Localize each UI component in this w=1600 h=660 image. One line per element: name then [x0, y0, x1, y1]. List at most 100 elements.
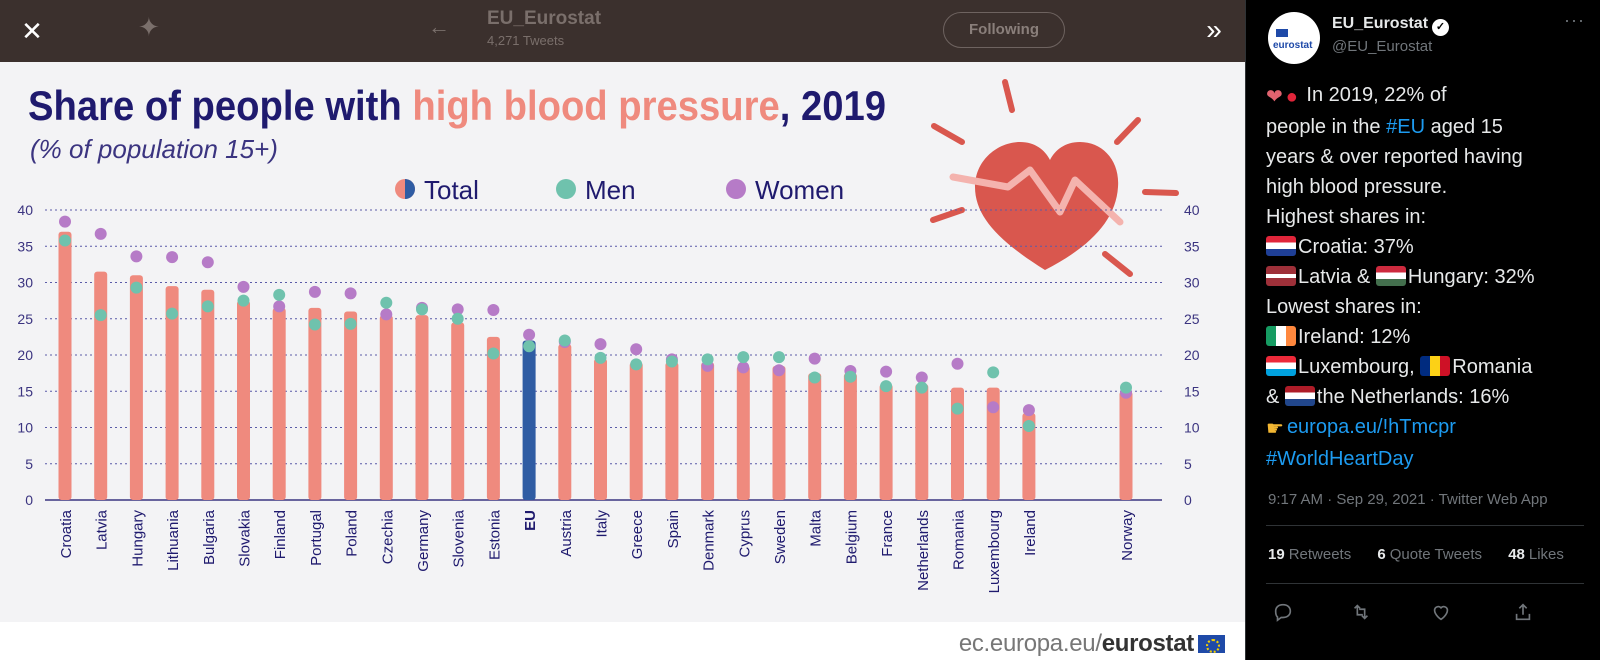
- eu-flag-icon: [1276, 29, 1288, 37]
- x-tick-label-norway: Norway: [1119, 510, 1136, 561]
- following-button[interactable]: Following: [943, 12, 1065, 48]
- chart-axes: 0 0 5 5 10 10 15 15 20 20 25 25 30 30 35 35 40 40: [17, 202, 1199, 508]
- author-name-text: EU_Eurostat: [1332, 15, 1429, 32]
- bar-total-lithuania: [165, 286, 179, 500]
- legend-men-marker: [556, 179, 576, 199]
- dot-women-latvia: [94, 227, 107, 240]
- dot-men-latvia: [94, 309, 107, 322]
- y-tick-label-right: 30: [1184, 275, 1200, 291]
- tweet-line-13: #WorldHeartDay: [1266, 444, 1596, 474]
- chart-legend: Total Men Women: [395, 175, 844, 205]
- quote-tweets-label: Quote Tweets: [1389, 546, 1483, 563]
- tweet-line-1: ❤ ● In 2019, 22% of: [1266, 80, 1596, 112]
- author-handle[interactable]: @EU_Eurostat: [1332, 38, 1433, 55]
- bar-total-luxembourg: [986, 387, 1000, 500]
- dot-men-luxembourg: [987, 366, 1000, 379]
- europa-link[interactable]: europa.eu/!hTmcpr: [1286, 416, 1456, 438]
- bar-total-cyprus: [736, 365, 750, 500]
- tweet-line-10: Luxembourg, Romania: [1266, 352, 1596, 382]
- bar-total-france: [879, 384, 893, 500]
- dot-men-norway: [1120, 381, 1132, 394]
- chart-title-part3: , 2019: [780, 82, 886, 129]
- share-icon[interactable]: [1508, 596, 1538, 626]
- bar-total-spain: [665, 362, 679, 500]
- dot-men-slovenia: [451, 312, 464, 325]
- tweet-timestamp[interactable]: 9:17 AM · Sep 29, 2021 · Twitter Web App: [1268, 491, 1548, 508]
- tweet-actions: [1268, 596, 1578, 626]
- legend-women-marker: [726, 179, 746, 199]
- bar-total-romania: [951, 387, 964, 500]
- eu-flag-icon: [1198, 635, 1225, 653]
- chevron-double-right-icon[interactable]: »: [1206, 14, 1222, 45]
- bar-total-norway: [1119, 391, 1133, 500]
- dot-men-portugal: [308, 318, 321, 331]
- bar-total-estonia: [486, 336, 500, 500]
- avatar[interactable]: eurostat: [1268, 12, 1320, 64]
- hashtag-worldheartday-link[interactable]: #WorldHeartDay: [1266, 448, 1414, 470]
- dot-men-netherlands: [915, 381, 928, 394]
- legend-women: Women: [755, 175, 844, 205]
- dot-men-croatia: [59, 234, 71, 247]
- dot-women-finland: [273, 300, 286, 313]
- tweet-line-7: Latvia & Hungary: 32%: [1266, 262, 1596, 292]
- retweet-icon[interactable]: [1346, 596, 1376, 626]
- x-tick-label-cyprus: Cyprus: [736, 510, 753, 558]
- x-tick-label-italy: Italy: [594, 510, 611, 538]
- author-name[interactable]: EU_Eurostat ✓: [1332, 15, 1450, 36]
- x-tick-label-romania: Romania: [951, 509, 968, 570]
- verified-icon: ✓: [1432, 19, 1450, 36]
- dot-men-sweden: [773, 351, 785, 364]
- back-arrow-icon: ←: [428, 14, 450, 39]
- dot-men-czechia: [380, 296, 393, 309]
- more-icon[interactable]: ···: [1564, 10, 1585, 30]
- x-tick-label-sweden: Sweden: [772, 510, 789, 564]
- chart-subtitle: (% of population 15+): [30, 134, 278, 164]
- credit-prefix: ec.europa.eu/: [958, 630, 1102, 657]
- retweets-stat[interactable]: 19 Retweets: [1268, 546, 1351, 563]
- x-tick-label-france: France: [879, 510, 896, 557]
- x-tick-label-czechia: Czechia: [379, 509, 396, 564]
- hashtag-eu-link[interactable]: #EU: [1386, 116, 1426, 138]
- bar-total-slovenia: [451, 322, 465, 500]
- reply-icon[interactable]: [1268, 596, 1298, 626]
- bar-total-poland: [344, 311, 358, 500]
- bar-total-czechia: [379, 315, 393, 500]
- blood-drop-icon: ●: [1285, 86, 1298, 108]
- bar-total-ireland: [1022, 413, 1036, 500]
- dot-men-spain: [665, 355, 678, 368]
- dot-women-portugal: [308, 285, 321, 298]
- likes-stat[interactable]: 48 Likes: [1508, 546, 1564, 563]
- dot-men-ireland: [1022, 420, 1035, 433]
- dot-women-hungary: [130, 250, 143, 263]
- bar-total-italy: [594, 358, 607, 500]
- close-icon[interactable]: ✕: [21, 16, 43, 46]
- tweet-line-3: years & over reported having: [1266, 146, 1523, 168]
- latvia-flag-icon: [1266, 266, 1296, 286]
- quote-tweets-stat[interactable]: 6 Quote Tweets: [1377, 546, 1482, 563]
- tweet-line-9-text: Ireland: 12%: [1298, 326, 1411, 348]
- like-icon[interactable]: [1426, 596, 1456, 626]
- romania-flag-icon: [1420, 356, 1451, 376]
- chart-title-highlight: high blood pressure: [412, 82, 779, 129]
- pointing-hand-icon: ☛: [1266, 418, 1284, 440]
- dot-men-austria: [558, 334, 571, 347]
- dot-women-greece: [630, 343, 643, 356]
- dot-women-eu: [523, 328, 536, 341]
- bar-total-finland: [272, 307, 286, 500]
- legend-men: Men: [585, 175, 636, 205]
- y-tick-label-left: 0: [25, 492, 33, 508]
- tweet-line-12: ☛ europa.eu/!hTmcpr: [1266, 412, 1596, 444]
- tweet-line-5: Highest shares in:: [1266, 206, 1427, 228]
- tweet-line-2-pre: people in the: [1266, 116, 1387, 138]
- bar-total-eu: [522, 340, 536, 500]
- dot-women-netherlands: [915, 371, 928, 384]
- chart-bars: [58, 231, 1133, 500]
- dot-men-poland: [344, 317, 357, 330]
- dot-men-estonia: [487, 347, 500, 360]
- dot-men-greece: [630, 358, 643, 371]
- tweet-line-11: & the Netherlands: 16%: [1266, 382, 1596, 412]
- x-tick-label-greece: Greece: [629, 510, 646, 559]
- dot-women-slovakia: [237, 280, 250, 293]
- bar-total-latvia: [94, 271, 108, 500]
- y-tick-label-left: 25: [17, 311, 33, 327]
